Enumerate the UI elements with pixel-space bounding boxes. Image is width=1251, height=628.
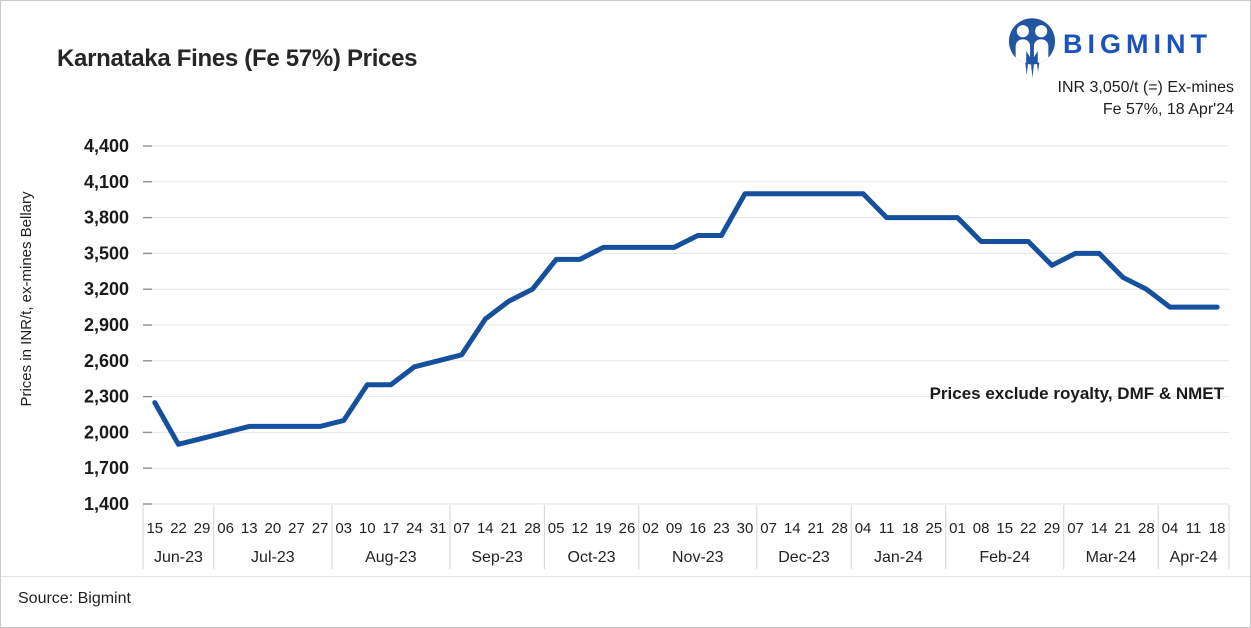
y-tick-label: 1,700: [84, 458, 129, 478]
price-summary-line1: INR 3,050/t (=) Ex-mines: [1057, 79, 1235, 96]
x-day-label: 30: [737, 520, 754, 537]
x-month-label: Jun-23: [154, 549, 203, 566]
x-day-label: 11: [1186, 520, 1202, 537]
x-month-label: Mar-24: [1086, 549, 1137, 566]
x-day-label: 11: [879, 520, 895, 537]
x-day-label: 26: [619, 520, 636, 537]
y-tick-label: 3,200: [84, 279, 129, 299]
x-day-label: 16: [689, 520, 706, 537]
price-line: [152, 191, 1220, 447]
y-tick-label: 3,800: [84, 208, 129, 228]
y-tick-label: 2,600: [84, 351, 129, 371]
x-day-label: 31: [430, 520, 447, 537]
x-day-label: 13: [241, 520, 258, 537]
x-day-label: 18: [1209, 520, 1226, 537]
x-day-label: 04: [855, 520, 872, 537]
x-day-label: 17: [383, 520, 400, 537]
source-label: Source: Bigmint: [18, 590, 131, 607]
y-tick-label: 2,300: [84, 387, 129, 407]
y-axis-title: Prices in INR/t, ex-mines Bellary: [18, 191, 35, 407]
x-day-label: 25: [926, 520, 943, 537]
x-day-label: 23: [713, 520, 730, 537]
x-day-label: 21: [1114, 520, 1131, 537]
x-day-label: 10: [359, 520, 376, 537]
y-tick-label: 4,100: [84, 172, 129, 192]
y-tick-label: 4,400: [84, 136, 129, 156]
x-day-label: 02: [642, 520, 659, 537]
x-day-label: 14: [1091, 520, 1108, 537]
x-day-label: 15: [996, 520, 1013, 537]
x-day-label: 07: [453, 520, 470, 537]
x-month-label: Nov-23: [672, 549, 724, 566]
x-day-label: 28: [831, 520, 848, 537]
bigmint-wordmark: BIGMINT: [1063, 29, 1212, 59]
y-tick-label: 2,000: [84, 422, 129, 442]
x-day-label: 21: [808, 520, 825, 537]
x-day-label: 19: [595, 520, 612, 537]
x-day-label: 06: [217, 520, 234, 537]
x-month-label: Sep-23: [471, 549, 523, 566]
x-day-label: 05: [548, 520, 565, 537]
x-day-label: 29: [194, 520, 211, 537]
x-month-label: Jan-24: [874, 549, 923, 566]
x-day-label: 27: [312, 520, 329, 537]
bigmint-logo-icon: [1008, 18, 1056, 78]
x-day-label: 12: [571, 520, 588, 537]
x-month-label: Feb-24: [979, 549, 1030, 566]
x-month-label: Oct-23: [568, 549, 616, 566]
x-day-label: 04: [1162, 520, 1179, 537]
x-month-label: Apr-24: [1170, 549, 1218, 566]
footer-divider: [1, 576, 1250, 577]
x-day-label: 28: [524, 520, 541, 537]
price-summary: INR 3,050/t (=) Ex-mines Fe 57%, 18 Apr'…: [1058, 77, 1235, 121]
x-day-label: 22: [170, 520, 187, 537]
x-day-label: 29: [1044, 520, 1061, 537]
x-day-label: 08: [973, 520, 990, 537]
x-day-label: 03: [335, 520, 352, 537]
price-summary-line2: Fe 57%, 18 Apr'24: [1102, 101, 1234, 118]
x-day-label: 18: [902, 520, 919, 537]
x-month-label: Jul-23: [251, 549, 295, 566]
x-day-label: 20: [265, 520, 282, 537]
y-tick-label: 3,500: [84, 243, 129, 263]
price-note: Prices exclude royalty, DMF & NMET: [929, 384, 1224, 403]
page-title: Karnataka Fines (Fe 57%) Prices: [57, 45, 418, 72]
x-day-label: 21: [501, 520, 518, 537]
x-day-label: 28: [1138, 520, 1155, 537]
y-tick-label: 2,900: [84, 315, 129, 335]
x-day-label: 24: [406, 520, 423, 537]
x-day-label: 27: [288, 520, 305, 537]
x-day-label: 09: [666, 520, 683, 537]
x-month-label: Aug-23: [365, 549, 417, 566]
x-day-label: 01: [949, 520, 966, 537]
x-day-label: 15: [146, 520, 163, 537]
y-tick-label: 1,400: [84, 494, 129, 514]
x-day-label: 07: [1067, 520, 1084, 537]
x-day-label: 07: [760, 520, 777, 537]
x-day-label: 22: [1020, 520, 1037, 537]
x-month-label: Dec-23: [778, 549, 830, 566]
x-day-label: 14: [784, 520, 801, 537]
x-day-label: 14: [477, 520, 494, 537]
